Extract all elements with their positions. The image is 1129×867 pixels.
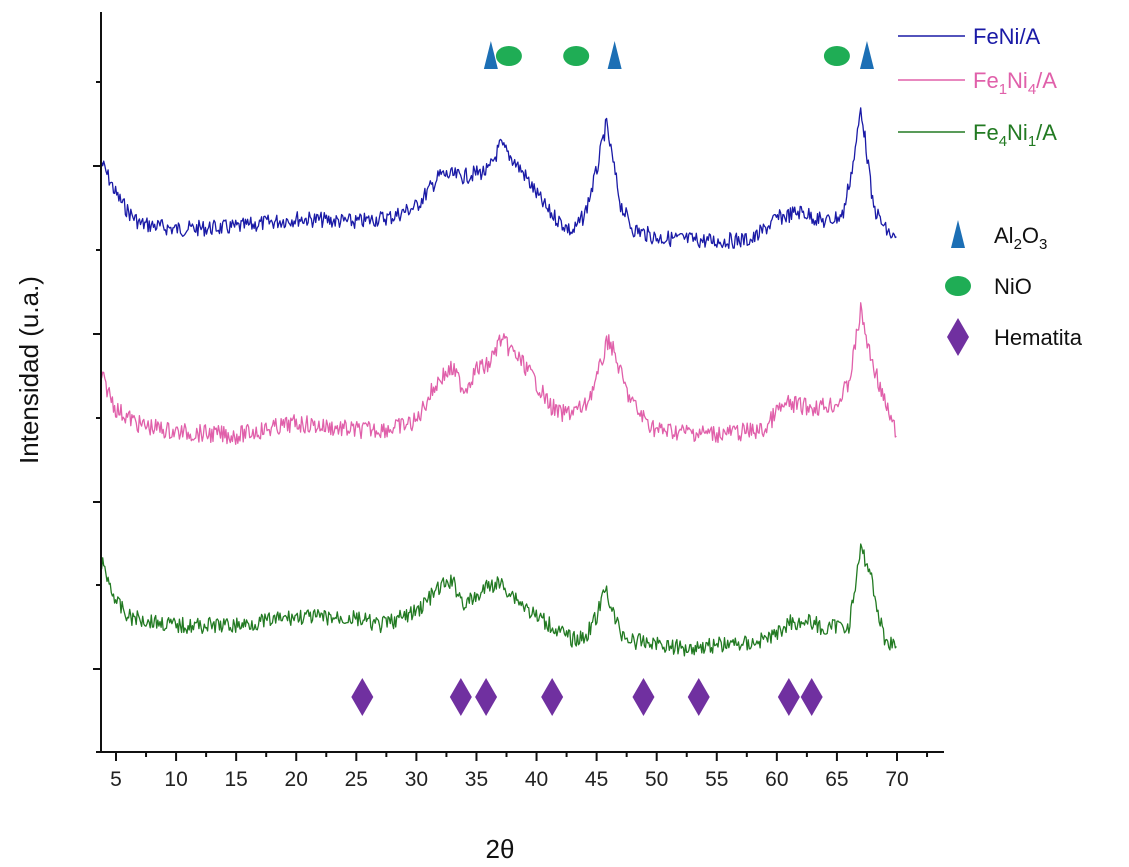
series-line xyxy=(100,302,897,445)
ellipse-marker xyxy=(495,46,522,66)
ellipse-marker xyxy=(823,46,850,66)
x-axis-title: 2θ xyxy=(486,834,515,864)
x-tick-label: 70 xyxy=(885,768,908,791)
diamond-marker xyxy=(475,678,498,716)
legend: FeNi/A Fe1Ni4/A Fe4Ni1/A xyxy=(898,24,1057,150)
x-tick-label: 5 xyxy=(110,768,122,791)
legend-marker xyxy=(945,276,971,296)
ellipse-marker xyxy=(563,46,590,66)
x-tick-label: 60 xyxy=(765,768,788,791)
axes: 5 10 15 20 25 30 35 40 45 50 55 60 65 70 xyxy=(93,12,944,791)
legend-label: FeNi/A xyxy=(973,24,1041,49)
diamond-marker xyxy=(777,678,800,716)
legend-marker xyxy=(947,318,969,356)
x-tick-label: 65 xyxy=(825,768,848,791)
diamond-marker xyxy=(632,678,655,716)
triangle-marker xyxy=(859,41,874,69)
triangle-marker xyxy=(483,41,498,69)
legend-label: NiO xyxy=(994,274,1032,299)
x-tick-label: 10 xyxy=(164,768,187,791)
phase-legend: Al2O3 NiO Hematita xyxy=(945,220,1083,356)
diamond-marker xyxy=(687,678,710,716)
diamond-marker xyxy=(800,678,823,716)
x-tick-label: 55 xyxy=(705,768,728,791)
x-tick-label: 30 xyxy=(405,768,428,791)
x-tick-label: 35 xyxy=(465,768,488,791)
legend-label: Hematita xyxy=(994,325,1083,350)
series-line xyxy=(100,543,897,657)
x-tick-label: 40 xyxy=(525,768,548,791)
triangle-marker xyxy=(607,41,622,69)
x-tick-label: 45 xyxy=(585,768,608,791)
x-tick-label: 20 xyxy=(285,768,308,791)
plot-area xyxy=(100,107,897,657)
legend-label: Al2O3 xyxy=(994,223,1047,253)
y-axis-title: Intensidad (u.a.) xyxy=(14,276,44,464)
reflection-markers xyxy=(351,41,874,716)
legend-label: Fe4Ni1/A xyxy=(973,120,1057,150)
series-line xyxy=(100,107,897,249)
x-tick-label: 15 xyxy=(224,768,247,791)
legend-marker xyxy=(951,220,965,248)
x-tick-label: 50 xyxy=(645,768,668,791)
legend-label: Fe1Ni4/A xyxy=(973,68,1057,98)
diamond-marker xyxy=(541,678,564,716)
diamond-marker xyxy=(351,678,374,716)
diamond-marker xyxy=(449,678,472,716)
x-tick-label: 25 xyxy=(345,768,368,791)
